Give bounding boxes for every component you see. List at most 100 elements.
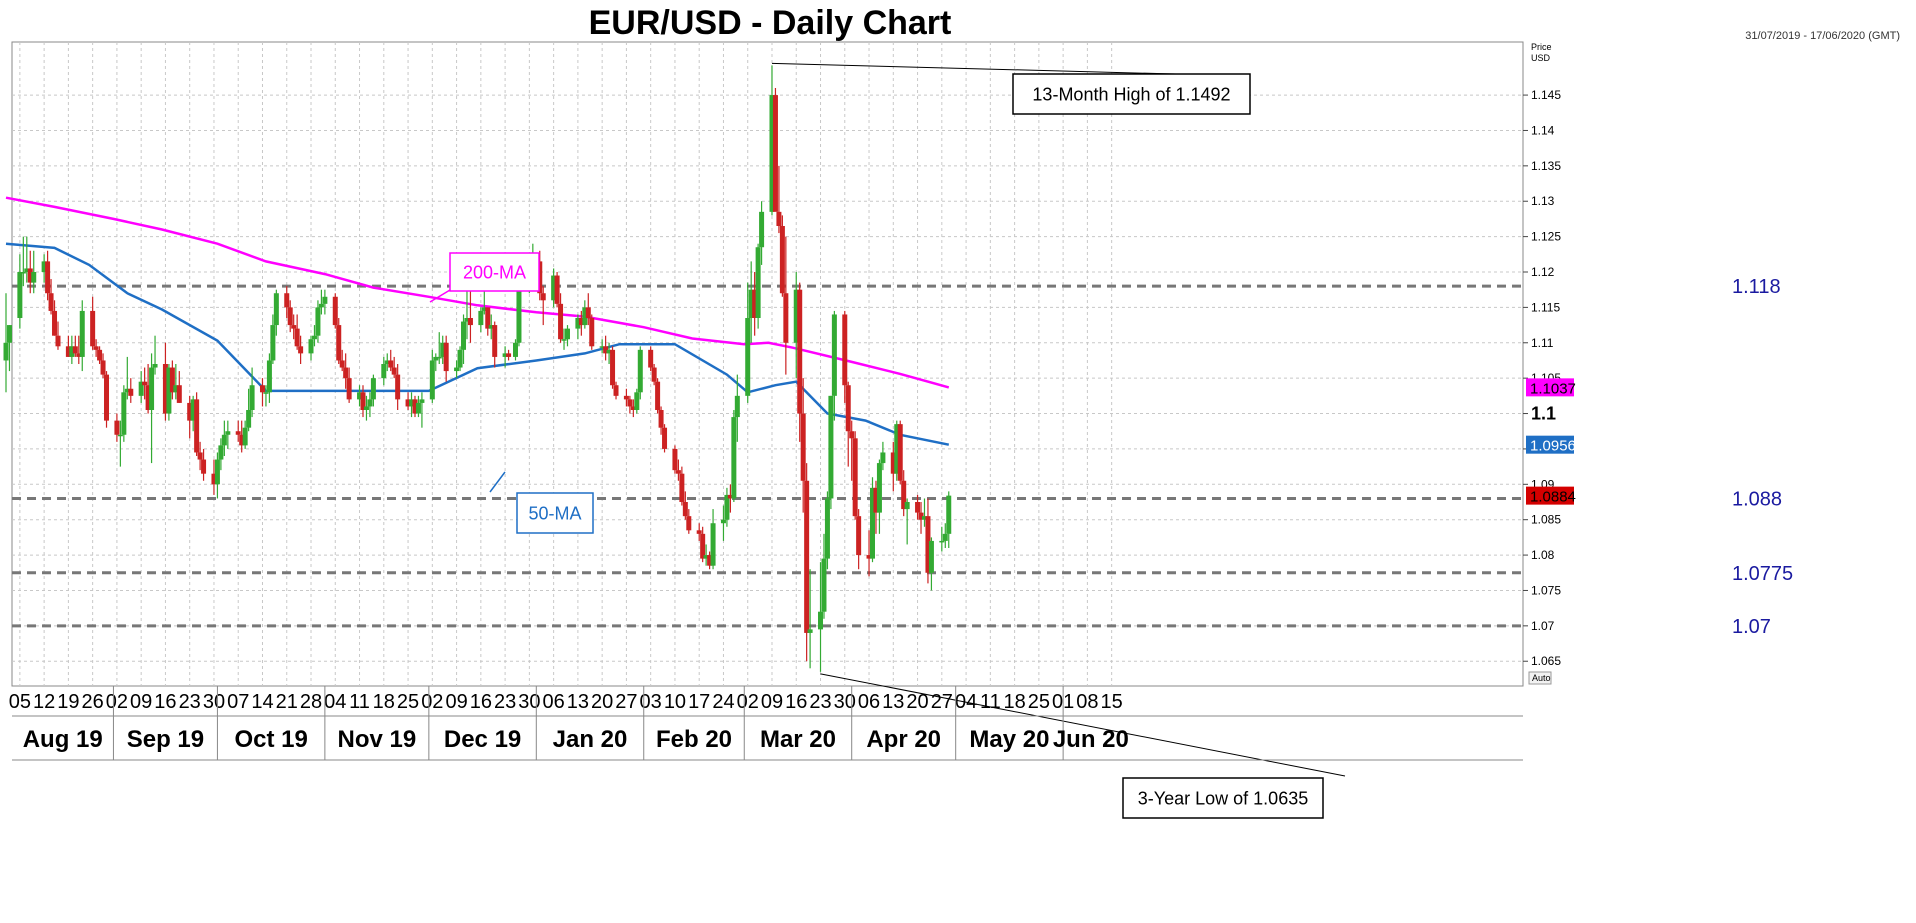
candle-body [128, 388, 134, 396]
x-tick-label: 25 [1028, 691, 1050, 713]
y-tick-label: 1.145 [1531, 88, 1561, 102]
y-tick-label: 1.12 [1531, 265, 1555, 279]
y-tick-label: 1.125 [1531, 230, 1561, 244]
candle-body [700, 533, 706, 559]
candle-body [516, 289, 522, 343]
candle-body [662, 427, 668, 449]
x-tick-label: 18 [373, 691, 395, 713]
candle-body [121, 392, 127, 435]
x-tick-label: 09 [761, 691, 783, 713]
month-label: May 20 [969, 726, 1049, 753]
candle-body [235, 431, 241, 435]
x-tick-label: 07 [227, 691, 249, 713]
candle-body [97, 349, 103, 361]
x-tick-label: 11 [349, 691, 370, 713]
candle-body [686, 516, 692, 531]
candle-body [554, 275, 560, 304]
candle-body [176, 385, 182, 403]
candle-body [443, 342, 449, 372]
month-label: Mar 20 [760, 726, 836, 753]
candle-body [409, 399, 415, 407]
candle-body [630, 406, 636, 410]
price-tag-label: 1.0884 [1530, 489, 1576, 506]
candle-body [880, 452, 886, 464]
x-tick-label: 20 [906, 691, 928, 713]
price-tag [1526, 486, 1574, 505]
x-tick-label: 27 [931, 691, 953, 713]
candle-body [745, 318, 751, 396]
candle-body [52, 310, 58, 336]
candle-body [818, 611, 824, 630]
candle-body [634, 392, 640, 410]
candle-body [870, 487, 875, 559]
y-axis-label: USD [1531, 53, 1551, 63]
candle-body [464, 318, 470, 322]
candle-body [145, 385, 151, 410]
candle-body [558, 303, 564, 340]
candle-body [457, 349, 463, 368]
x-tick-label: 06 [858, 691, 880, 713]
candle-body [239, 434, 245, 446]
x-tick-label: 09 [445, 691, 467, 713]
y-tick-label: 1.1 [1531, 404, 1556, 424]
x-tick-label: 09 [130, 691, 152, 713]
candle-body [894, 424, 900, 474]
candle-body [710, 523, 716, 566]
level-label-bg [1726, 485, 1791, 510]
candle-body [367, 399, 373, 407]
candle-body [727, 494, 733, 499]
candle-body [436, 356, 442, 359]
candle-body [759, 211, 765, 248]
candle-body [703, 555, 709, 559]
x-tick-label: 19 [57, 691, 79, 713]
candle-body [575, 318, 581, 329]
candle-body [100, 360, 106, 375]
candle-body [772, 95, 778, 212]
level-label: 1.118 [1732, 276, 1781, 298]
candle-body [294, 328, 300, 347]
candle-body [169, 367, 175, 393]
candle-body [242, 427, 248, 446]
candle-body [117, 434, 123, 437]
candle-body [585, 307, 591, 318]
candle-body [391, 367, 397, 375]
candle-body [800, 413, 806, 481]
candle-body [946, 495, 952, 534]
ma200-leader [429, 289, 451, 303]
level-label: 1.088 [1732, 488, 1782, 510]
candle-body [783, 293, 789, 343]
candle-body [734, 395, 740, 418]
x-tick-label: 02 [421, 691, 443, 713]
x-tick-label: 16 [154, 691, 176, 713]
candle-body [218, 445, 224, 460]
ma50-label-text: 50-MA [528, 503, 581, 523]
candle-body [211, 473, 217, 485]
level-label-bg [1726, 559, 1802, 584]
x-tick-label: 10 [664, 691, 686, 713]
candle-body [41, 261, 47, 272]
candle-body [603, 346, 609, 354]
candle-body [395, 374, 401, 400]
y-tick-label: 1.14 [1531, 123, 1555, 137]
candle-body [315, 307, 321, 336]
y-tick-label: 1.135 [1531, 159, 1561, 173]
candle-body [69, 346, 75, 357]
x-tick-label: 08 [1076, 691, 1098, 713]
candle-body [311, 335, 317, 340]
candle-body [162, 364, 168, 414]
candle-body [190, 399, 196, 421]
month-label: Feb 20 [656, 726, 732, 753]
candle-body [478, 310, 484, 326]
annotations: 13-Month High of 1.1492 3-Year Low of 1.0… [429, 62, 1346, 819]
candle-body [266, 360, 272, 393]
candle-body [336, 325, 342, 361]
candle-body [540, 293, 546, 301]
candle-body [273, 293, 279, 326]
ma-line-50-ma [5, 242, 950, 446]
candlesticks [3, 65, 952, 672]
candle-body [187, 402, 193, 421]
candle-body [124, 388, 130, 393]
candle-body [797, 289, 803, 414]
ma200-label-text: 200-MA [463, 262, 526, 282]
candle-body [852, 438, 858, 517]
